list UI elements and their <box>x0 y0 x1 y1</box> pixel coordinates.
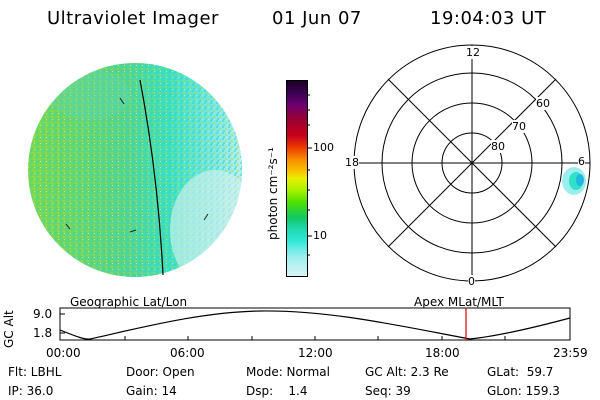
filter-info: Flt: LBHL <box>8 365 62 379</box>
timeline-left-title: Geographic Lat/Lon <box>70 295 188 309</box>
glat-info: GLat: 59.7 <box>487 365 554 379</box>
timeline-y-tick-low: 1.8 <box>33 326 53 340</box>
timeline-x-tick-4: 23:59 <box>553 346 588 360</box>
color-tick-10: 10 <box>313 229 327 242</box>
timeline-x-tick-2: 12:00 <box>298 346 333 360</box>
gc-alt-info: GC Alt: 2.3 Re <box>365 365 449 379</box>
door-info: Door: Open <box>126 365 195 379</box>
polar-ring-label-70: 70 <box>512 120 526 133</box>
polar-aurora-blob <box>562 167 586 195</box>
polar-label-left: 18 <box>345 156 359 169</box>
polar-ring-label-80: 80 <box>491 140 505 153</box>
timeline-right-title: Apex MLat/MLT <box>414 295 504 309</box>
timeline-x-tick-3: 18:00 <box>425 346 460 360</box>
polar-label-bottom: 0 <box>468 275 475 288</box>
time-label: 19:04:03 UT <box>430 8 547 29</box>
seq-info: Seq: 39 <box>365 384 411 398</box>
timeline-y-tick-high: 9.0 <box>33 307 53 321</box>
timeline-x-tick-1: 06:00 <box>170 346 205 360</box>
date-label: 01 Jun 07 <box>272 8 362 29</box>
gain-info: Gain: 14 <box>126 384 177 398</box>
polar-label-right: 6 <box>578 155 585 168</box>
glon-info: GLon: 159.3 <box>487 384 560 398</box>
terminator-line <box>139 79 164 276</box>
polar-label-top: 12 <box>466 46 480 59</box>
color-scale-bar <box>286 80 308 277</box>
timeline-x-tick-0: 00:00 <box>46 346 81 360</box>
mode-info: Mode: Normal <box>246 365 330 379</box>
dsp-info: Dsp: 1.4 <box>246 384 308 398</box>
ip-info: IP: 36.0 <box>8 384 54 398</box>
polar-ring-label-60: 60 <box>536 97 550 110</box>
altitude-curve <box>59 310 571 340</box>
color-tick-100: 100 <box>313 141 334 154</box>
instrument-title: Ultraviolet Imager <box>47 8 219 29</box>
